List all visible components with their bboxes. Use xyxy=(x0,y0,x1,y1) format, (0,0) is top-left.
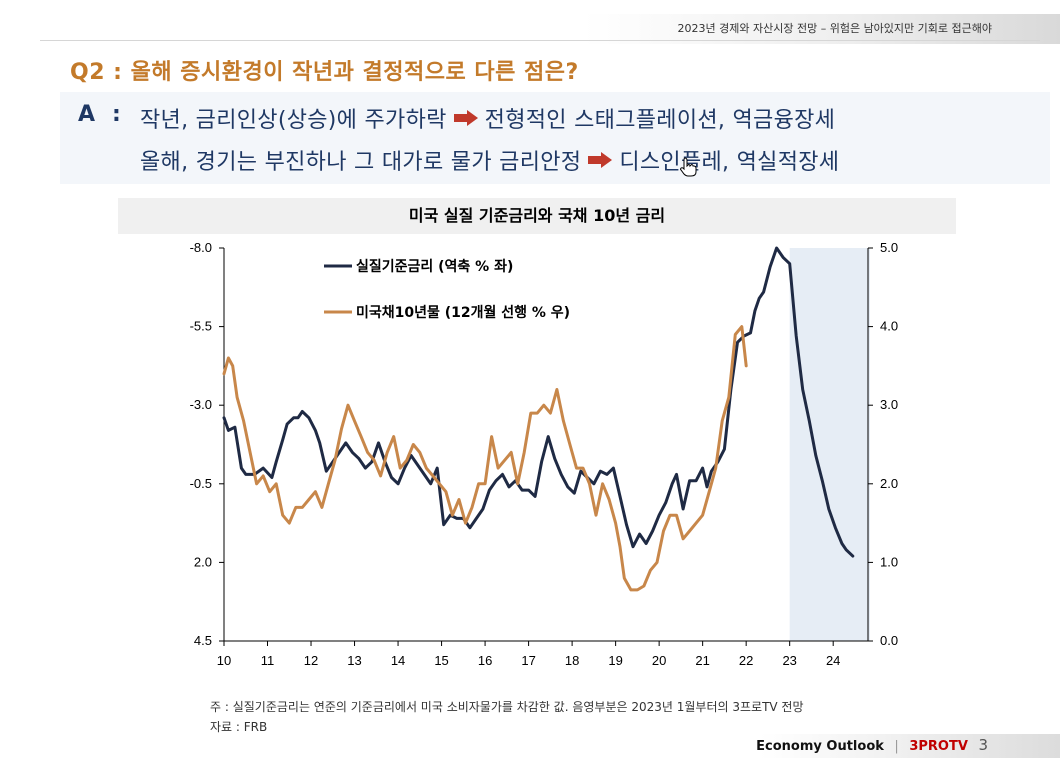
answer-line-2-cause: 올해, 경기는 부진하나 그 대가로 물가 금리안정 xyxy=(140,150,582,175)
chart-source: 자료 : FRB xyxy=(210,720,268,734)
answer-line-1-cause: 작년, 금리인상(상승)에 주가하락 xyxy=(140,108,447,133)
footer-separator: | xyxy=(894,739,899,754)
answer-line-2: 올해, 경기는 부진하나 그 대가로 물가 금리안정 디스인플레, 역실적장세 xyxy=(140,144,839,176)
answer-label: A xyxy=(78,102,96,127)
answer-colon: : xyxy=(112,102,121,127)
chart-title-bar xyxy=(118,198,956,234)
x-tick-label: 10 xyxy=(217,653,231,668)
left-tick-label: -5.5 xyxy=(190,319,212,334)
page-number: 3 xyxy=(978,736,988,754)
chart-area: -8.0 -5.5 -3.0 -0.5 2.0 4.5 5.0 4.0 3.0 2.0 1.0 0.0… xyxy=(146,234,930,684)
x-tick-label: 18 xyxy=(565,653,579,668)
left-tick-label: -3.0 xyxy=(190,397,212,412)
answer-box xyxy=(60,92,1050,184)
x-tick-label: 23 xyxy=(782,653,796,668)
right-tick-label: 5.0 xyxy=(880,240,898,255)
left-tick-label: -0.5 xyxy=(190,476,212,491)
x-tick-label: 14 xyxy=(391,653,405,668)
header-subtitle: 2023년 경제와 자산시장 전망 – 위험은 남아있지만 기회로 접근해야 xyxy=(677,22,992,35)
right-tick-label: 3.0 xyxy=(880,397,898,412)
answer-line-1-result: 전형적인 스태그플레이션, 역금융장세 xyxy=(484,108,836,133)
x-tick-label: 13 xyxy=(347,653,361,668)
line-chart: -8.0 -5.5 -3.0 -0.5 2.0 4.5 5.0 4.0 3.0 2.0 1.0 0.0… xyxy=(190,240,898,668)
right-tick-label: 4.0 xyxy=(880,319,898,334)
right-tick-label: 2.0 xyxy=(880,476,898,491)
real-policy-rate-line xyxy=(222,246,855,558)
us-10y-treasury-line xyxy=(222,325,748,592)
header-divider xyxy=(40,40,1040,41)
x-tick-label: 16 xyxy=(478,653,492,668)
hand-cursor-icon xyxy=(680,157,697,177)
footer-label: Economy Outlook xyxy=(756,739,884,754)
x-tick-label: 15 xyxy=(434,653,448,668)
x-tick-label: 20 xyxy=(652,653,666,668)
x-tick-label: 19 xyxy=(608,653,622,668)
x-tick-label: 12 xyxy=(304,653,318,668)
right-arrow-icon xyxy=(588,152,613,168)
footer-brand: 3PROTV xyxy=(909,739,968,754)
forecast-shade xyxy=(789,248,870,641)
footer-bar xyxy=(760,734,1060,758)
x-tick-label: 21 xyxy=(695,653,709,668)
chart-title: 미국 실질 기준금리와 국채 10년 금리 xyxy=(408,206,666,225)
x-tick-label: 24 xyxy=(826,653,840,668)
x-tick-label: 17 xyxy=(521,653,535,668)
x-tick-label: 11 xyxy=(261,653,275,668)
top-header-bar xyxy=(0,14,1060,44)
right-arrow-icon xyxy=(453,110,478,126)
left-tick-label: 4.5 xyxy=(194,633,212,648)
right-tick-label: 1.0 xyxy=(880,554,898,569)
legend-label: 실질기준금리 (역축 % 좌) xyxy=(356,258,513,275)
x-tick-label: 22 xyxy=(739,653,753,668)
chart-footnote: 주 : 실질기준금리는 연준의 기준금리에서 미국 소비자물가를 차감한 값. … xyxy=(210,700,804,714)
left-tick-label: 2.0 xyxy=(194,554,212,569)
left-tick-label: -8.0 xyxy=(190,240,212,255)
right-tick-label: 0.0 xyxy=(880,633,898,648)
legend-label: 미국채10년물 (12개월 선행 % 우) xyxy=(356,304,570,321)
footer: Economy Outlook | 3PROTV 3 xyxy=(756,736,988,754)
answer-line-2-result: 디스인플레, 역실적장세 xyxy=(619,150,840,175)
question-text: Q2 : 올해 증시환경이 작년과 결정적으로 다른 점은? xyxy=(70,60,579,85)
answer-line-1: 작년, 금리인상(상승)에 주가하락 전형적인 스태그플레이션, 역금융장세 xyxy=(140,102,835,134)
